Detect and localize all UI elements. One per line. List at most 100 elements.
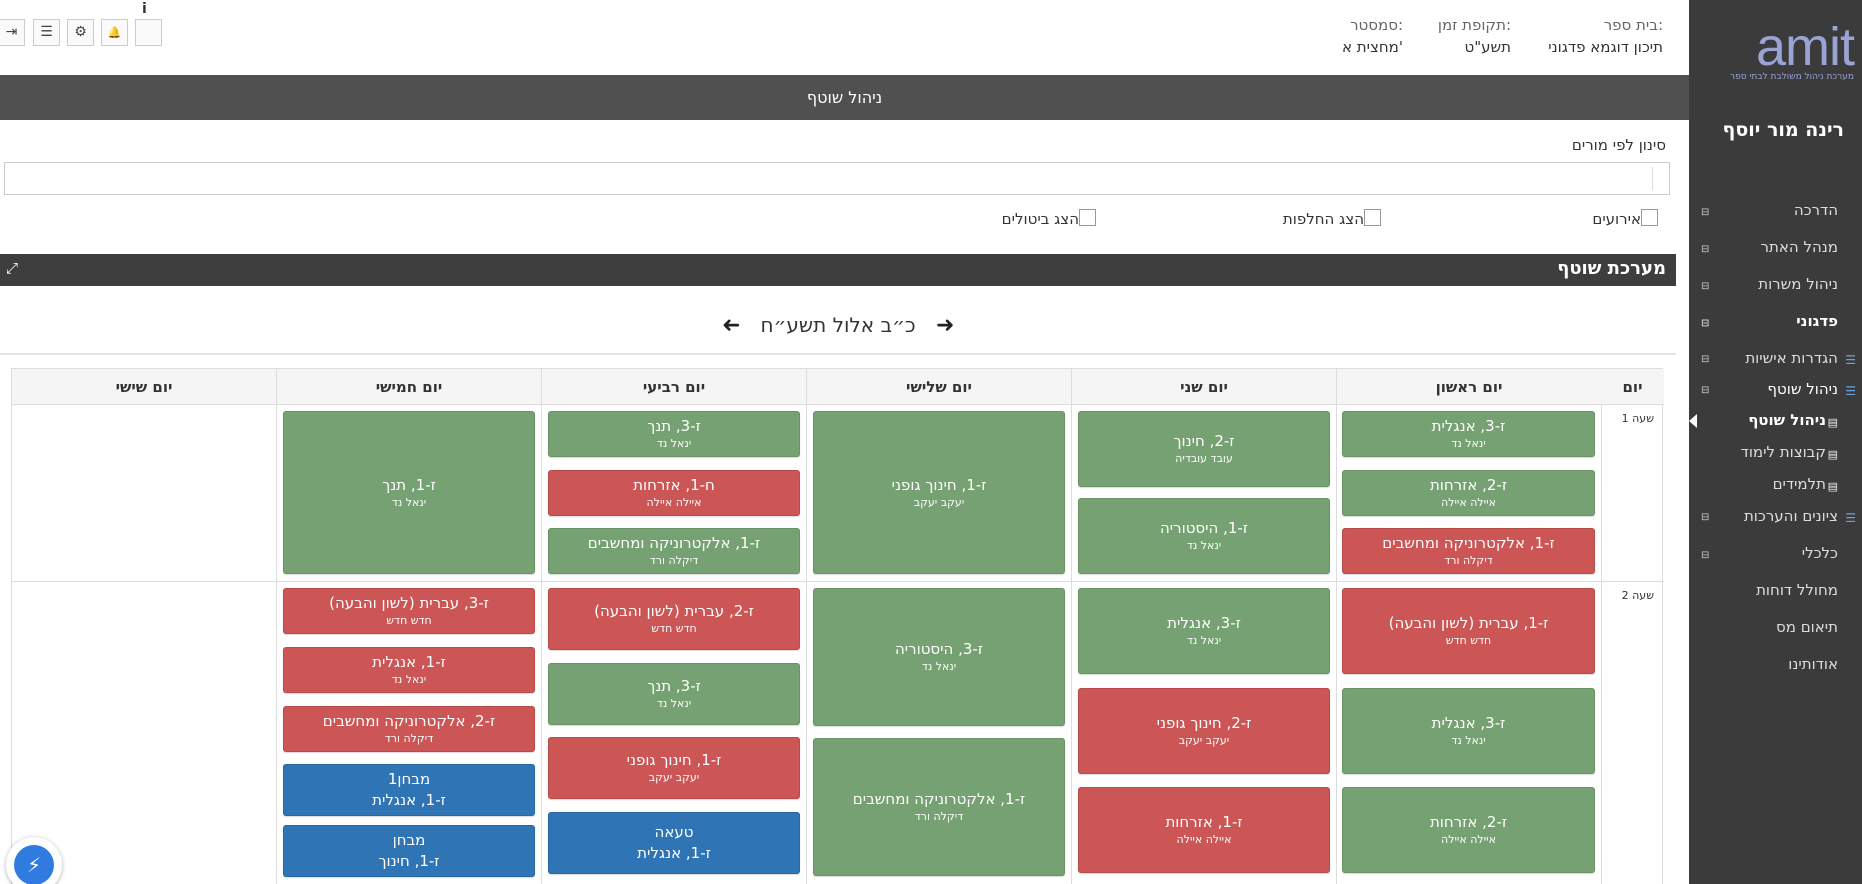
schedule-panel-header: מערכת שוטף ⤢ [0, 254, 1676, 286]
filter-label: סינון לפי מורים [1571, 136, 1666, 154]
lesson-card[interactable]: ז-1, אזרחות איילה איילה [1078, 787, 1330, 873]
lesson-card[interactable]: ז-1, תנך ינאל נד [283, 411, 535, 574]
info-icon[interactable]: i [142, 1, 147, 17]
exam-card[interactable]: מבחן1 ז-1, אנגלית [283, 764, 535, 816]
events-checkbox[interactable]: אירועים [1592, 209, 1666, 228]
sidebar-item-economic[interactable]: ⊟ כלכלי [1689, 543, 1862, 580]
list-icon: ☰ [1845, 353, 1856, 367]
cancellations-checkbox-box[interactable] [1079, 209, 1096, 226]
exam-card[interactable]: מבחן ז-1, חינוך [283, 825, 535, 877]
prev-day-arrow-icon[interactable]: ➜ [721, 313, 741, 338]
lesson-card[interactable]: ז-1, אלקטרוניקה ומחשבים דיקלה ורד [813, 738, 1065, 876]
col-divider [276, 405, 277, 884]
expand-icon: ⊟ [1701, 244, 1710, 255]
current-date: כ״ב אלול תשע״ח [760, 313, 916, 337]
lesson-card[interactable]: ז-2, חינוך עובד עובדיה [1078, 411, 1330, 487]
expand-icon: ⊟ [1701, 512, 1710, 523]
hour-1-label: שעה 1 [1621, 412, 1654, 425]
collapse-icon: ⊟ [1701, 318, 1710, 329]
schedule-panel-title: מערכת שוטף [1557, 258, 1666, 279]
logout-button[interactable]: ⇥ [0, 19, 25, 46]
lesson-card[interactable]: ז-1, עברית (לשון והבעה) חדש חדש [1342, 588, 1595, 674]
col-divider [541, 405, 542, 884]
header-tuesday: יום שלישי [806, 369, 1071, 405]
lesson-card[interactable]: ח-1, אזרחות איילה איילה [548, 470, 800, 516]
lesson-card[interactable]: ז-2, אלקטרוניקה ומחשבים דיקלה ורד [283, 706, 535, 752]
expand-icon[interactable]: ⤢ [6, 259, 19, 277]
lesson-card[interactable]: ז-3, עברית (לשון והבעה) חדש חדש [283, 588, 535, 634]
book-icon: ▤ [1827, 480, 1838, 493]
semester-info: סמסטר: מחצית א' [1342, 16, 1403, 56]
sidebar-item-admin[interactable]: ⊟ מנהל האתר [1689, 237, 1862, 274]
list-icon: ☰ [1845, 384, 1856, 398]
substitutions-checkbox[interactable]: הצג החלפות [1283, 209, 1393, 228]
logo-tagline: מערכת ניהול משולבת לבתי ספר [1730, 72, 1854, 82]
expand-icon: ⊟ [1701, 281, 1710, 292]
lesson-card[interactable]: ז-3, אנגלית ינאל נד [1342, 688, 1595, 774]
settings-button[interactable]: ⚙ [67, 19, 94, 46]
col-divider [1336, 405, 1337, 884]
lesson-card[interactable]: ז-1, אנגלית ינאל נד [283, 647, 535, 693]
sidebar-item-ongoing[interactable]: ⊟ ניהול שוטף ☰ [1689, 379, 1862, 410]
lesson-card[interactable]: ז-2, עברית (לשון והבעה) חדש חדש [548, 588, 800, 650]
lesson-card[interactable]: ז-2, אזרחות איילה איילה [1342, 470, 1595, 516]
lesson-card[interactable]: ז-2, אזרחות איילה איילה [1342, 787, 1595, 873]
amit-logo[interactable]: amit מערכת ניהול משולבת לבתי ספר [1704, 18, 1855, 82]
substitutions-checkbox-box[interactable] [1364, 209, 1381, 226]
lesson-card[interactable]: ז-1, אלקטרוניקה ומחשבים דיקלה ורד [1342, 528, 1595, 574]
sidebar-item-personal-settings[interactable]: ⊟ הגדרות אישיות ☰ [1689, 348, 1862, 379]
sidebar-item-about[interactable]: אודותינו [1788, 655, 1838, 673]
sidebar-item-reports[interactable]: מחולל דוחות [1756, 581, 1838, 599]
lesson-card[interactable]: ז-3, אנגלית ינאל נד [1078, 588, 1330, 674]
lesson-card[interactable]: ז-3, תנך ינאל נד [548, 411, 800, 457]
next-day-arrow-icon[interactable]: ➜ [935, 313, 955, 338]
sidebar-item-pedagogy[interactable]: ⊟ פדגוני [1689, 311, 1862, 348]
sidebar-item-grades[interactable]: ⊟ ציונים והערכות ☰ [1689, 506, 1862, 537]
header-friday: יום שישי [12, 369, 276, 405]
logout-icon: ⇥ [5, 24, 18, 40]
substitutions-label: הצג החלפות [1282, 210, 1364, 228]
lesson-card[interactable]: ז-1, אלקטרוניקה ומחשבים דיקלה ורד [548, 528, 800, 574]
page-title: ניהול שוטף [0, 75, 1689, 120]
lesson-card[interactable]: ז-1, חינוך גופני יעקב יעקב [813, 411, 1065, 574]
gear-icon: ⚙ [74, 24, 87, 40]
lesson-card[interactable]: ז-2, חינוך גופני יעקב יעקב [1078, 688, 1330, 774]
col-divider [1601, 405, 1602, 884]
blank-button[interactable] [135, 19, 162, 46]
lesson-card[interactable]: ז-3, תנך ינאל נד [548, 663, 800, 725]
row-divider [12, 581, 1664, 582]
menu-icon: ☰ [40, 24, 53, 40]
sidebar: amit מערכת ניהול משולבת לבתי ספר רינה מו… [1689, 0, 1862, 884]
col-divider [806, 405, 807, 884]
teacher-filter-input[interactable] [4, 162, 1670, 195]
book-icon: ▤ [1827, 448, 1838, 461]
divider [0, 353, 1676, 355]
sidebar-item-tax[interactable]: תיאום מס [1776, 618, 1838, 636]
header-sunday: יום ראשון [1336, 369, 1601, 405]
list-icon: ☰ [1845, 511, 1856, 525]
collapse-icon: ⊟ [1701, 385, 1710, 396]
school-label: בית ספר: [1603, 16, 1663, 34]
sidebar-subitem-ongoing[interactable]: ניהול שוטף ▤ [1689, 410, 1862, 442]
sidebar-nav: ⊟ הדרכה ⊟ מנהל האתר ⊟ ניהול משרות ⊟ פדגו… [1689, 200, 1862, 691]
sidebar-item-guide[interactable]: ⊟ הדרכה [1689, 200, 1862, 237]
exam-card[interactable]: טעאה ז-1, אנגלית [548, 812, 800, 874]
lesson-card[interactable]: ז-1, היסטוריה ינאל נד [1078, 498, 1330, 574]
sidebar-subitem-students[interactable]: תלמידים ▤ [1689, 474, 1862, 506]
messenger-button[interactable]: ⚡ [6, 837, 62, 884]
notifications-button[interactable]: 🔔 [101, 19, 128, 46]
cancellations-checkbox[interactable]: הצג ביטולים [1002, 209, 1108, 228]
events-checkbox-box[interactable] [1641, 209, 1658, 226]
semester-label: סמסטר: [1350, 16, 1403, 34]
school-info: בית ספר: תיכון דוגמא פדגוני [1548, 16, 1663, 56]
lesson-card[interactable]: ז-3, אנגלית ינאל נד [1342, 411, 1595, 457]
menu-button[interactable]: ☰ [33, 19, 60, 46]
sidebar-item-positions[interactable]: ⊟ ניהול משרות [1689, 274, 1862, 311]
filter-input-divider [1652, 167, 1653, 190]
sidebar-subitem-groups[interactable]: קבוצות לימוד ▤ [1689, 442, 1862, 474]
lesson-card[interactable]: ז-3, היסטוריה ינאל נד [813, 588, 1065, 726]
events-label: אירועים [1592, 210, 1641, 228]
expand-icon: ⊟ [1701, 550, 1710, 561]
period-value: תשע"ט [1464, 38, 1511, 56]
lesson-card[interactable]: ז-1, חינוך גופני יעקב יעקב [548, 737, 800, 799]
